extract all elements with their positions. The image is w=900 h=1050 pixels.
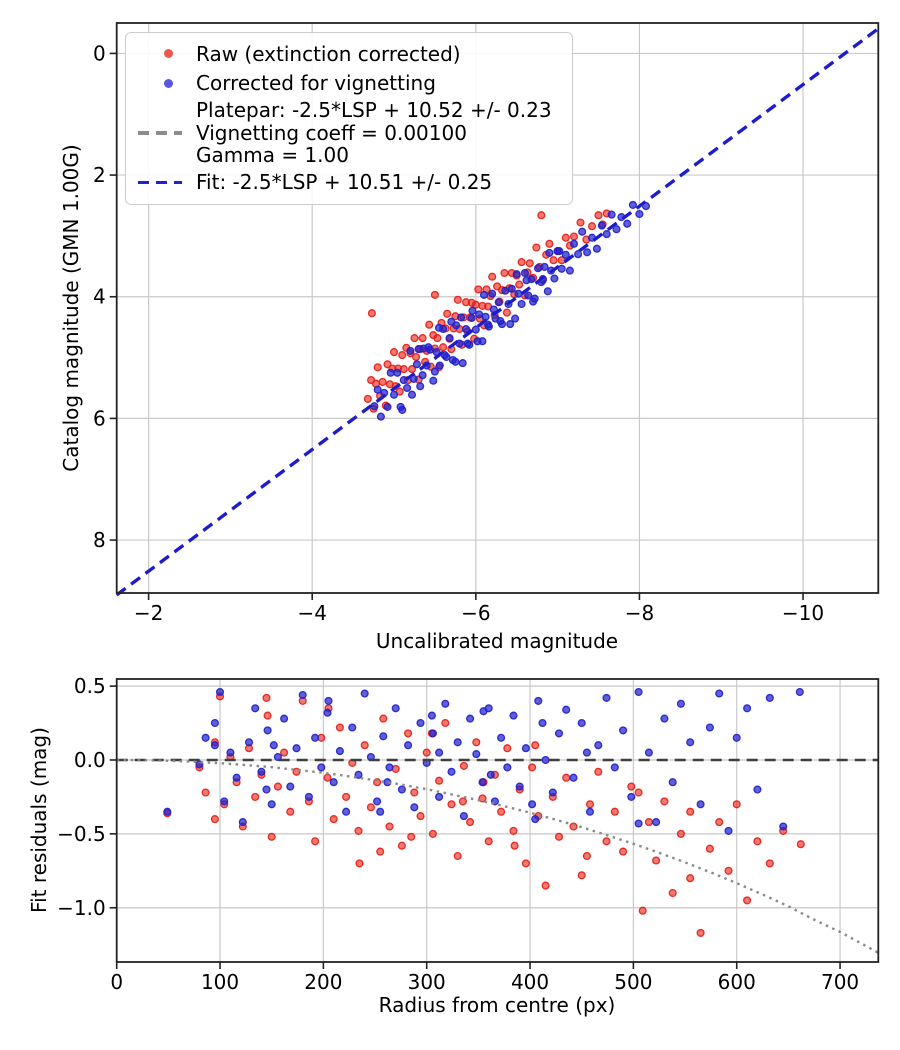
xtick-label: −2	[134, 601, 163, 625]
red-dot-marker-icon	[126, 49, 196, 59]
xtick-label: −8	[625, 601, 654, 625]
grid-1	[116, 679, 879, 962]
xtick-label: 200	[304, 970, 342, 994]
top-xaxis-label: Uncalibrated magnitude	[375, 629, 619, 653]
legend-label-fit: Fit: -2.5*LSP + 10.51 +/- 0.25	[196, 170, 493, 195]
gray-dashed-line-icon	[126, 131, 196, 135]
top-yaxis-label: Catalog magnitude (GMN 1.00G)	[59, 144, 83, 472]
ytick-label: 2	[93, 163, 106, 187]
tick-labels-0: −2 −4 −6 −8 −10 0 2 4 6 8	[93, 41, 824, 625]
xtick-label: −10	[782, 601, 824, 625]
legend-item-platepar: Platepar: -2.5*LSP + 10.52 +/- 0.23 Vign…	[126, 98, 572, 167]
ytick-label: −0.5	[57, 822, 106, 846]
tick-labels-1: 0 100 200 300 400 500 600 700 0.5 0.0 −0.5 −1.0	[57, 674, 859, 994]
ytick-label: 4	[93, 285, 106, 309]
ytick-label: 6	[93, 406, 106, 430]
ticks-1	[109, 685, 841, 969]
bottom-yaxis-label: Fit residuals (mag)	[27, 727, 51, 913]
series-1-1	[163, 687, 804, 835]
legend-label-corrected: Corrected for vignetting	[196, 71, 436, 96]
ytick-label: 0	[93, 41, 106, 65]
blue-dashed-line-icon	[126, 180, 196, 185]
legend-item-fit: Fit: -2.5*LSP + 10.51 +/- 0.25	[126, 167, 572, 198]
xtick-label: 300	[408, 970, 446, 994]
xtick-label: 600	[718, 970, 756, 994]
ticks-0	[109, 52, 804, 600]
legend-box: Raw (extinction corrected) Corrected for…	[125, 32, 573, 205]
axes-frame-0	[115, 22, 880, 594]
xtick-label: 0	[110, 970, 123, 994]
fit-line	[115, 27, 880, 597]
xtick-label: −4	[297, 601, 326, 625]
legend-label-platepar: Platepar: -2.5*LSP + 10.52 +/- 0.23 Vign…	[196, 98, 552, 168]
legend-label-raw: Raw (extinction corrected)	[196, 41, 461, 66]
xtick-label: −6	[461, 601, 490, 625]
ytick-label: 0.5	[74, 674, 106, 698]
axes-frame-1	[115, 678, 880, 963]
legend-item-corrected: Corrected for vignetting	[126, 69, 572, 99]
xtick-label: 400	[511, 970, 549, 994]
legend-item-raw: Raw (extinction corrected)	[126, 39, 572, 69]
ytick-label: 0.0	[74, 748, 106, 772]
platepar-line-3: Gamma = 1.00	[196, 143, 349, 168]
platepar-line-1: Platepar: -2.5*LSP + 10.52 +/- 0.23	[196, 98, 552, 123]
bottom-xaxis-label: Radius from centre (px)	[378, 993, 616, 1017]
platepar-line-2: Vignetting coeff = 0.00100	[196, 120, 467, 145]
ytick-label: −1.0	[57, 896, 106, 920]
blue-dot-marker-icon	[126, 78, 196, 88]
xtick-label: 100	[201, 970, 239, 994]
subplot-1: 0 100 200 300 400 500 600 700 0.5 0.0 −0.5 −1.0	[57, 674, 880, 994]
series-0-1	[370, 200, 651, 421]
xtick-label: 700	[821, 970, 859, 994]
vignetting-model-curve	[116, 758, 879, 954]
ytick-label: 8	[93, 528, 106, 552]
xtick-label: 500	[614, 970, 652, 994]
